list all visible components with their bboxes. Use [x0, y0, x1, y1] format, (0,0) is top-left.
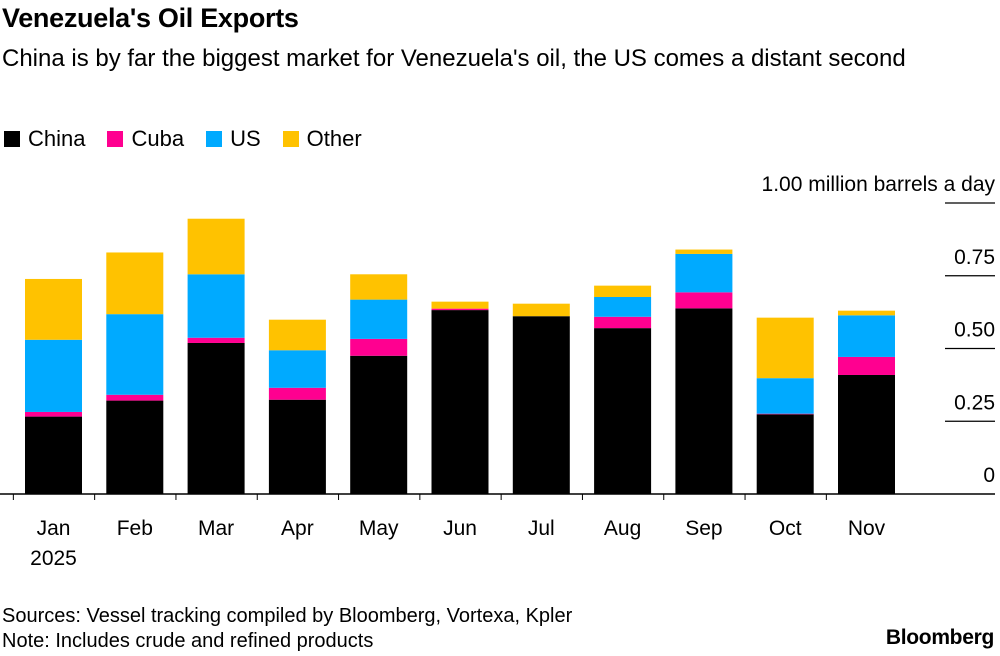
bar-us-jan	[25, 339, 82, 412]
legend: China Cuba US Other	[4, 126, 384, 152]
bar-other-nov	[838, 310, 895, 316]
chart-subtitle: China is by far the biggest market for V…	[2, 45, 906, 72]
bar-other-jun	[431, 301, 489, 309]
bar-cuba-nov	[838, 356, 895, 375]
bar-china-apr	[268, 399, 326, 494]
bar-us-may	[350, 299, 408, 339]
bar-cuba-jan	[25, 411, 82, 417]
legend-label: Other	[306, 126, 362, 151]
x-tick-label: Jul	[528, 517, 555, 540]
y-tick-label: 0.50	[954, 319, 995, 342]
footer: Sources: Vessel tracking compiled by Blo…	[2, 604, 572, 654]
bar-other-mar	[187, 218, 245, 275]
bar-cuba-may	[350, 338, 408, 356]
x-tick-label: Sep	[685, 517, 722, 540]
bar-cuba-apr	[268, 387, 326, 400]
bar-other-jan	[25, 278, 82, 340]
bar-other-feb	[106, 252, 164, 315]
bar-us-aug	[594, 296, 652, 317]
legend-label: US	[230, 126, 261, 151]
bar-cuba-aug	[594, 316, 652, 329]
bar-other-aug	[594, 285, 652, 297]
y-tick-label: 1.00 million barrels a day	[762, 173, 996, 196]
legend-item-us: US	[206, 126, 261, 152]
bar-china-mar	[187, 342, 245, 494]
bar-us-mar	[187, 274, 245, 338]
bar-other-may	[350, 274, 408, 300]
x-year-label: 2025	[30, 547, 77, 570]
x-tick-label: Jan	[37, 517, 71, 540]
bar-other-apr	[268, 319, 326, 351]
y-tick-label: 0	[983, 464, 995, 487]
bar-china-sep	[675, 308, 733, 494]
x-tick-label: Aug	[604, 517, 641, 540]
sources-text: Sources: Vessel tracking compiled by Blo…	[2, 605, 573, 627]
bar-us-apr	[268, 350, 326, 388]
bar-us-nov	[838, 315, 895, 357]
bar-china-may	[350, 355, 408, 494]
legend-swatch	[282, 131, 299, 147]
legend-swatch	[107, 131, 124, 147]
bar-other-oct	[756, 317, 814, 379]
legend-label: China	[28, 126, 86, 151]
bar-china-oct	[756, 414, 814, 494]
legend-swatch	[206, 131, 223, 147]
bar-cuba-sep	[675, 292, 733, 309]
legend-item-china: China	[4, 126, 85, 152]
bar-china-feb	[106, 400, 164, 494]
legend-swatch	[4, 131, 20, 147]
x-tick-label: Nov	[848, 517, 886, 540]
bar-other-sep	[675, 249, 733, 254]
bar-china-jun	[431, 310, 489, 494]
bar-other-jul	[512, 303, 570, 317]
bloomberg-logo: Bloomberg	[885, 626, 994, 649]
x-tick-label: Mar	[198, 517, 234, 540]
bar-cuba-feb	[106, 394, 164, 401]
legend-label: Cuba	[131, 126, 185, 151]
legend-item-other: Other	[282, 126, 362, 152]
x-tick-label: Apr	[281, 517, 314, 540]
bar-us-feb	[106, 314, 164, 395]
bar-us-oct	[756, 378, 814, 414]
bar-cuba-oct	[756, 413, 814, 415]
legend-item-cuba: Cuba	[107, 126, 184, 152]
x-tick-label: Feb	[117, 517, 153, 540]
y-tick-label: 0.75	[954, 246, 995, 269]
x-tick-label: Oct	[769, 517, 802, 540]
bar-china-jul	[512, 316, 570, 494]
x-tick-label: May	[359, 517, 399, 540]
chart-title: Venezuela's Oil Exports	[2, 3, 299, 33]
bar-china-nov	[838, 374, 895, 494]
bar-china-aug	[594, 328, 652, 494]
bar-china-jan	[25, 416, 82, 494]
note-text: Note: Includes crude and refined product…	[2, 630, 374, 652]
y-tick-label: 0.25	[954, 391, 995, 414]
bar-us-sep	[675, 253, 733, 293]
x-tick-label: Jun	[443, 517, 477, 540]
bar-cuba-jun	[431, 308, 489, 311]
bar-cuba-mar	[187, 337, 245, 343]
